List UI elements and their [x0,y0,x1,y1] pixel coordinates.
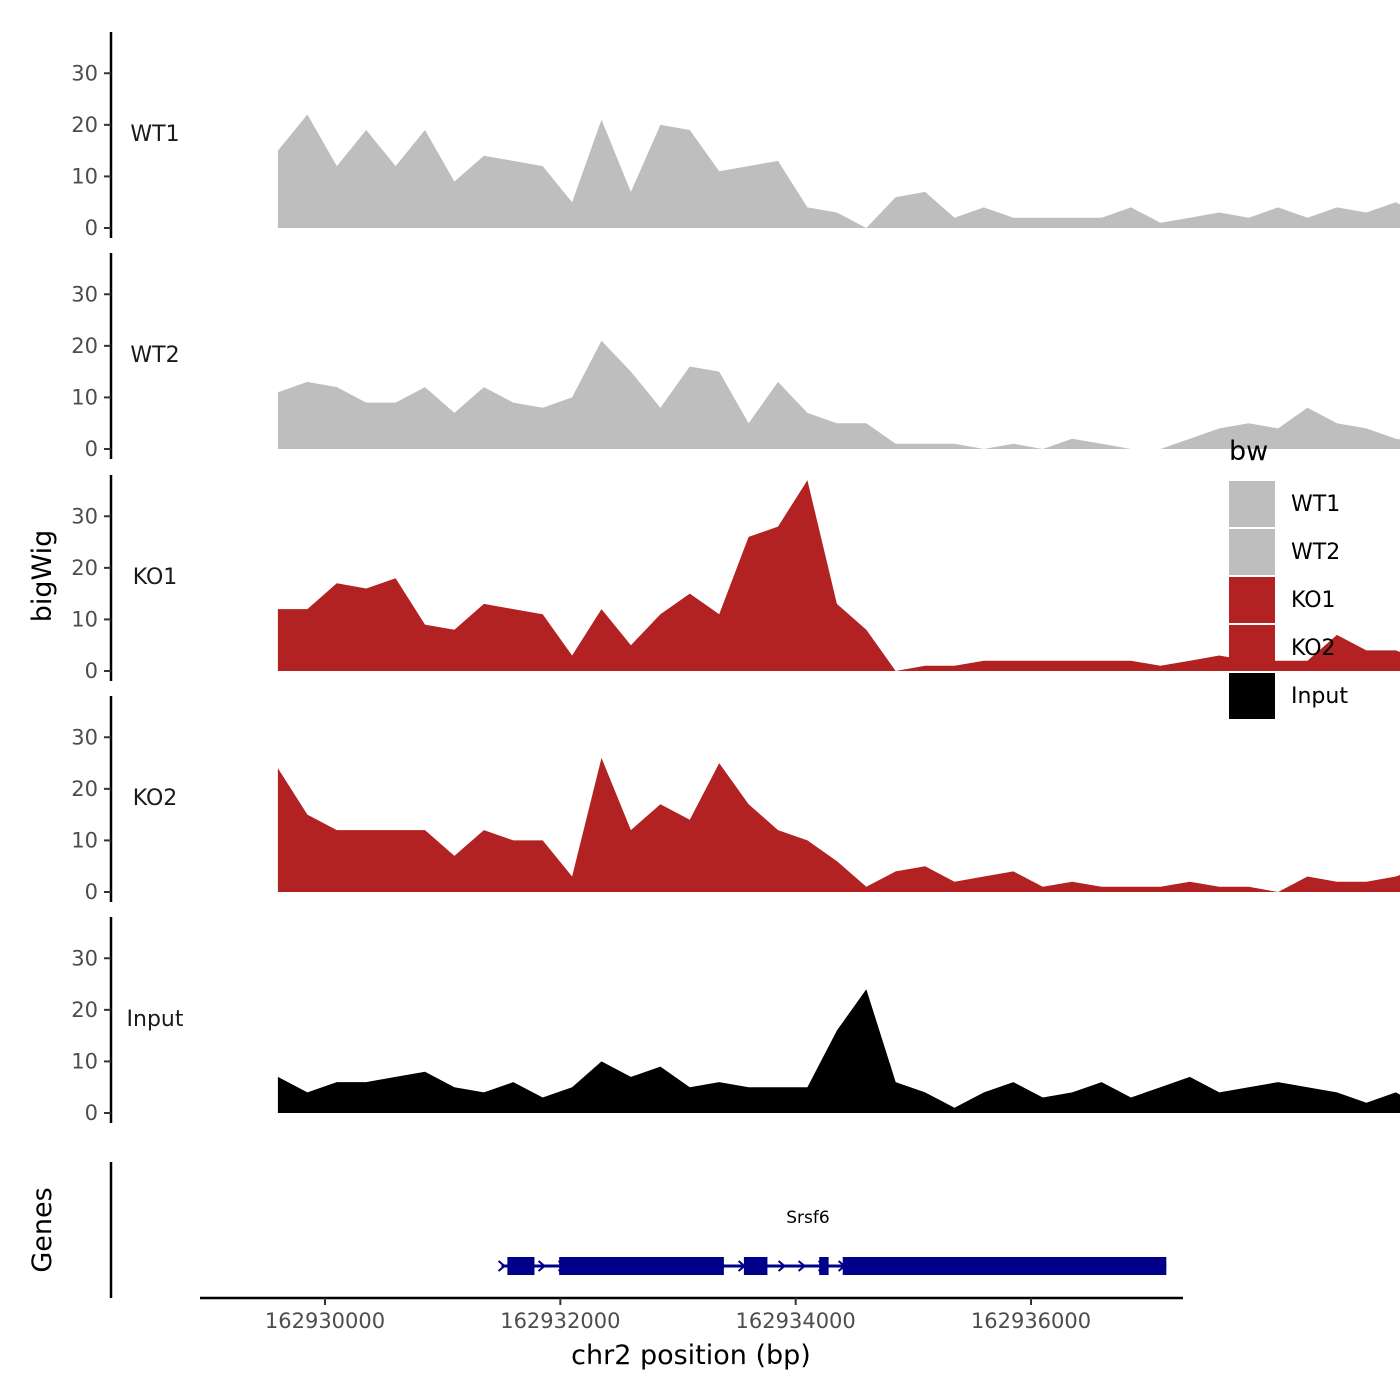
legend-label: KO1 [1291,588,1336,613]
legend-label: Input [1291,684,1348,709]
coverage-area-ko1 [277,480,1400,671]
x-tick-label: 162930000 [265,1309,385,1333]
y-tick-label: 20 [71,998,98,1022]
y-tick-label: 0 [85,659,98,683]
coverage-area-wt2 [277,340,1400,449]
x-axis-title: chr2 position (bp) [571,1340,811,1371]
y-tick-label: 10 [71,385,98,409]
y-tick-label: 10 [71,607,98,631]
legend-label: KO2 [1291,636,1336,661]
x-tick-label: 162936000 [971,1309,1091,1333]
y-tick-label: 0 [85,1101,98,1125]
genes-panel: Genes Srsf6 [27,1162,1167,1298]
legend: bw WT1 WT2 KO1 KO2 Input [1229,436,1348,719]
gene-exon [819,1257,829,1275]
track-label: WT2 [130,343,179,368]
legend-entry-wt2: WT2 [1229,529,1340,575]
strand-arrow [777,1260,787,1272]
x-axis: 162930000 162932000 162934000 162936000 chr… [200,1296,1183,1371]
legend-swatch [1229,529,1275,575]
y-tick-label: 0 [85,880,98,904]
legend-swatch [1229,577,1275,623]
y-tick-label: 10 [71,828,98,852]
y-tick-label: 20 [71,777,98,801]
y-tick-label: 30 [71,946,98,970]
y-tick-label: 30 [71,725,98,749]
genes-axis-title: Genes [27,1187,58,1272]
y-tick-label: 20 [71,334,98,358]
legend-entry-input: Input [1229,673,1348,719]
x-tick-label: 162934000 [736,1309,856,1333]
y-tick-label: 0 [85,437,98,461]
coverage-area-wt1 [277,114,1400,228]
legend-entry-ko2: KO2 [1229,625,1336,671]
x-ticks: 162930000 162932000 162934000 162936000 [265,1298,1091,1333]
gene-exon [842,1257,1167,1275]
track-label: WT1 [130,122,179,147]
legend-label: WT1 [1291,492,1340,517]
y-tick-label: 20 [71,113,98,137]
legend-label: WT2 [1291,540,1340,565]
gene-exon [507,1257,535,1275]
x-tick-label: 162932000 [500,1309,620,1333]
y-tick-label: 10 [71,1049,98,1073]
track-wt1: 0 10 20 30 WT1 [71,32,1400,240]
y-tick-label: 10 [71,164,98,188]
gene-exon [743,1257,768,1275]
track-label: Input [127,1007,184,1032]
coverage-area-ko2 [277,757,1400,892]
y-tick-label: 30 [71,282,98,306]
track-wt2: 0 10 20 30 WT2 [71,253,1400,461]
coverage-area-input [277,989,1400,1113]
gene-model-srsf6 [497,1257,1167,1275]
strand-arrow [537,1260,547,1272]
y-tick-label: 20 [71,556,98,580]
track-ko2: 0 10 20 30 KO2 [71,696,1400,904]
y-tick-label: 30 [71,504,98,528]
legend-entry-wt1: WT1 [1229,481,1340,527]
legend-swatch [1229,673,1275,719]
legend-title: bw [1229,436,1268,467]
y-tick-label: 0 [85,216,98,240]
track-input: 0 10 20 30 Input [71,917,1400,1125]
track-ko1: 0 10 20 30 KO1 [71,475,1400,683]
legend-swatch [1229,625,1275,671]
y-tick-label: 30 [71,61,98,85]
tracks-layer: 0 10 20 30 WT1 0 10 20 30 WT2 0 10 20 30 KO1 0 10 20 30 KO2… [71,32,1400,1125]
legend-entry-ko1: KO1 [1229,577,1336,623]
gene-exon [559,1257,724,1275]
legend-entries: WT1 WT2 KO1 KO2 Input [1229,481,1348,719]
strand-arrow [497,1260,507,1272]
strand-arrow [797,1260,807,1272]
gene-label: Srsf6 [786,1208,829,1228]
y-axis-title: bigWig [27,530,58,623]
track-label: KO1 [133,565,178,590]
legend-swatch [1229,481,1275,527]
track-label: KO2 [133,786,178,811]
